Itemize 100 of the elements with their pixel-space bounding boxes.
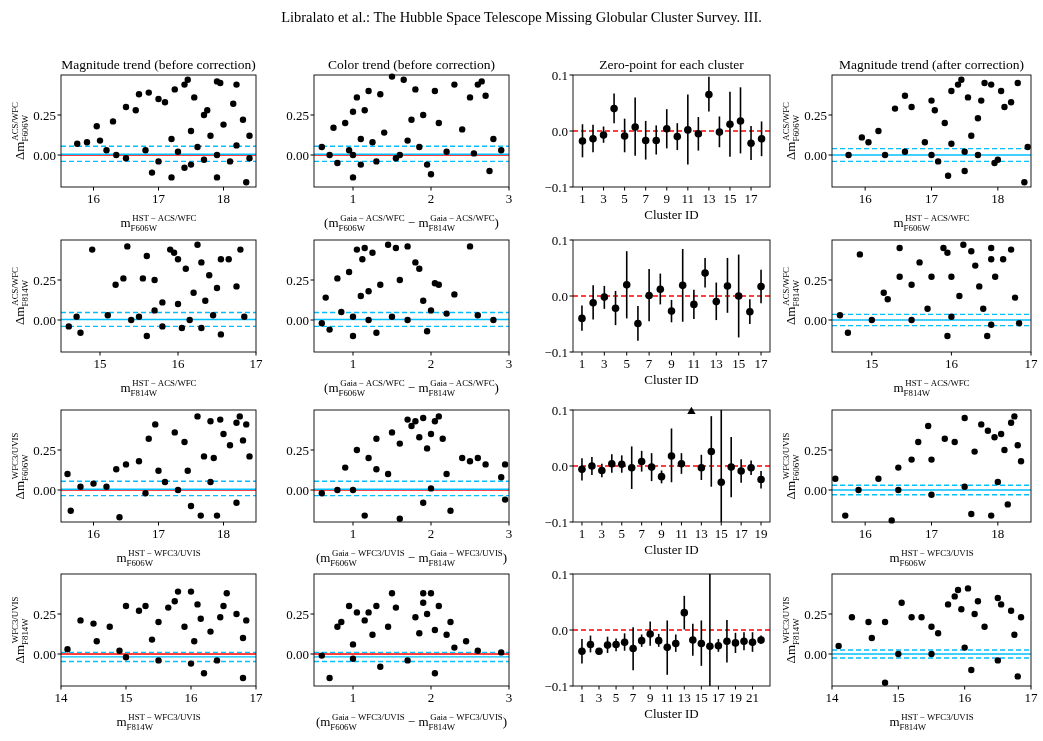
x-tick-label: 18 <box>217 191 230 206</box>
y-tick-label: −0.1 <box>544 179 568 195</box>
x-tick-label: 1 <box>578 690 586 705</box>
y-tick-label: 0.0 <box>551 288 568 304</box>
x-tick-label: 17 <box>734 526 749 541</box>
x-tick-label: 1 <box>349 356 357 371</box>
y-tick-label: 0.25 <box>286 272 309 288</box>
y-tick-label: 0.00 <box>286 147 309 163</box>
x-tick-label: 17 <box>152 191 166 206</box>
y-tick-label: 0.00 <box>33 312 56 328</box>
x-tick-label: 18 <box>991 191 1005 206</box>
x-tick-label: 11 <box>660 690 674 705</box>
x-tick-label: 2 <box>427 191 435 206</box>
x-axis-title: (m$_{F606W}$$^{Gaia − ACS/WFC}$ − m$_{F814W}$$^{Gaia − ACS/WFC}$) <box>324 378 499 398</box>
x-tick-label: 5 <box>612 690 620 705</box>
y-tick-label: 0.1 <box>551 566 568 582</box>
x-tick-label: 15 <box>93 356 107 371</box>
x-tick-label: 16 <box>184 690 198 705</box>
x-tick-label: 16 <box>858 526 873 541</box>
y-tick-label: −0.1 <box>544 514 568 530</box>
x-tick-label: 3 <box>598 526 606 541</box>
x-tick-label: 15 <box>865 356 879 371</box>
y-tick-label: 0.25 <box>286 606 309 622</box>
y-tick-label: 0.00 <box>33 147 56 163</box>
x-tick-label: 3 <box>505 526 513 541</box>
x-tick-label: 7 <box>642 191 650 206</box>
x-axis-title: (m$_{F606W}$$^{Gaia − ACS/WFC}$ − m$_{F814W}$$^{Gaia − ACS/WFC}$) <box>324 213 499 233</box>
x-tick-label: 2 <box>427 356 435 371</box>
x-tick-label: 5 <box>621 191 628 206</box>
y-tick-label: 0.0 <box>551 622 568 638</box>
x-tick-label: 7 <box>638 526 646 541</box>
x-axis-title: (m$_{F606W}$$^{Gaia − WFC3/UVIS}$ − m$_{F814W}$$^{Gaia − WFC3/UVIS}$) <box>315 548 508 568</box>
x-tick-label: 3 <box>601 356 608 371</box>
x-tick-label: 2 <box>427 526 435 541</box>
y-tick-label: 0.00 <box>804 482 827 498</box>
y-tick-label: 0.00 <box>286 312 309 328</box>
y-tick-label: 0.25 <box>33 107 56 123</box>
x-tick-label: 17 <box>744 191 759 206</box>
y-tick-label: 0.1 <box>551 402 568 418</box>
x-tick-label: 3 <box>595 690 603 705</box>
x-tick-label: 9 <box>658 526 665 541</box>
x-tick-label: 16 <box>171 356 185 371</box>
x-tick-label: 13 <box>702 191 716 206</box>
x-tick-label: 7 <box>629 690 637 705</box>
x-tick-label: 19 <box>754 526 768 541</box>
x-tick-label: 1 <box>349 191 357 206</box>
x-tick-label: 18 <box>217 526 230 541</box>
y-tick-label: 0.00 <box>804 646 827 662</box>
x-tick-label: 15 <box>714 526 728 541</box>
x-tick-label: 13 <box>677 690 691 705</box>
x-tick-label: 15 <box>119 690 133 705</box>
y-tick-label: 0.25 <box>804 272 827 288</box>
y-tick-label: 0.1 <box>551 67 568 83</box>
x-axis-title: (m$_{F606W}$$^{Gaia − WFC3/UVIS}$ − m$_{F814W}$$^{Gaia − WFC3/UVIS}$) <box>315 712 508 732</box>
x-tick-label: 5 <box>618 526 625 541</box>
x-tick-label: 17 <box>1024 356 1038 371</box>
chart-title: Magnitude trend (before correction) <box>61 57 256 72</box>
x-tick-label: 2 <box>427 690 435 705</box>
y-tick-label: 0.25 <box>33 442 56 458</box>
y-tick-label: 0.25 <box>33 606 56 622</box>
x-tick-label: 11 <box>681 191 695 206</box>
x-tick-label: 15 <box>723 191 737 206</box>
x-tick-label: 15 <box>891 690 905 705</box>
x-tick-label: 15 <box>694 690 708 705</box>
x-axis-title: Cluster ID <box>644 207 699 222</box>
x-tick-label: 17 <box>925 526 939 541</box>
x-tick-label: 17 <box>249 690 263 705</box>
y-tick-label: 0.25 <box>804 442 827 458</box>
x-tick-label: 14 <box>54 690 68 705</box>
x-tick-label: 15 <box>732 356 746 371</box>
x-tick-label: 9 <box>646 690 654 705</box>
x-tick-label: 16 <box>87 191 101 206</box>
x-tick-label: 1 <box>579 191 586 206</box>
x-tick-label: 17 <box>152 526 166 541</box>
x-tick-label: 19 <box>728 690 742 705</box>
chart-title: Zero-point for each cluster <box>599 57 745 72</box>
y-tick-label: 0.00 <box>33 646 56 662</box>
y-tick-label: 0.00 <box>804 147 827 163</box>
x-tick-label: 9 <box>668 356 675 371</box>
x-tick-label: 3 <box>505 356 513 371</box>
y-tick-label: 0.25 <box>804 107 827 123</box>
chart-title: Color trend (before correction) <box>328 57 495 72</box>
x-tick-label: 7 <box>645 356 653 371</box>
x-tick-label: 13 <box>709 356 723 371</box>
x-tick-label: 17 <box>925 191 939 206</box>
x-tick-label: 17 <box>711 690 726 705</box>
x-tick-label: 14 <box>825 690 839 705</box>
x-tick-label: 1 <box>578 526 586 541</box>
y-tick-label: 0.00 <box>33 482 56 498</box>
x-tick-label: 3 <box>505 191 513 206</box>
x-tick-label: 16 <box>958 690 972 705</box>
x-tick-label: 16 <box>87 526 101 541</box>
y-tick-label: 0.25 <box>286 107 309 123</box>
x-tick-label: 3 <box>600 191 607 206</box>
y-tick-label: 0.1 <box>551 232 568 248</box>
x-tick-label: 11 <box>687 356 701 371</box>
x-tick-label: 3 <box>505 690 513 705</box>
text: Libralato et al.: The Hubble Space Telescope Missing Globular Cluster Survey. III. <box>281 9 762 25</box>
x-tick-label: 17 <box>1024 690 1038 705</box>
y-tick-label: 0.25 <box>33 272 56 288</box>
